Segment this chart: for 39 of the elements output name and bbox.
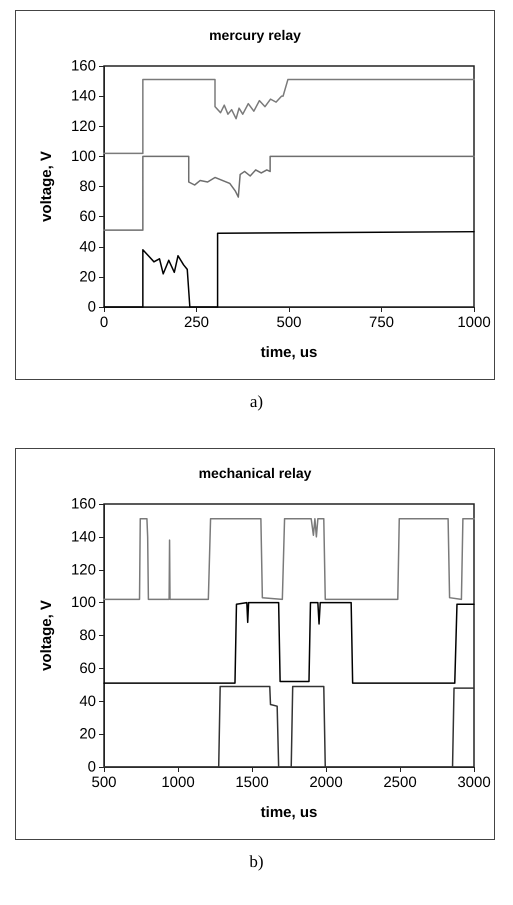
y-tick-label: 100 [70, 148, 96, 165]
x-tick-label: 250 [184, 314, 210, 331]
x-tick-label: 3000 [457, 774, 491, 791]
y-tick-label: 40 [79, 238, 96, 256]
x-tick-label: 500 [91, 774, 117, 791]
y-tick-label: 60 [79, 208, 96, 226]
y-tick-label: 20 [79, 268, 96, 286]
y-tick-label: 0 [88, 298, 96, 316]
y-tick-label: 140 [70, 88, 96, 105]
y-tick-label: 0 [88, 758, 96, 776]
x-tick-label: 750 [368, 314, 394, 331]
y-axis-title: voltage, V [38, 151, 55, 222]
x-tick-label: 1000 [161, 774, 195, 791]
x-tick-label: 0 [100, 314, 108, 331]
x-tick-label: 2000 [309, 774, 343, 791]
x-tick-label: 1500 [235, 774, 269, 791]
y-tick-label: 80 [79, 627, 96, 644]
x-axis-title: time, us [260, 804, 318, 821]
chart-title: mercury relay [209, 27, 302, 43]
y-tick-label: 80 [79, 178, 96, 195]
text: a) [248, 392, 264, 412]
x-tick-label: 2500 [383, 774, 417, 791]
y-tick-label: 120 [70, 561, 96, 578]
y-tick-label: 160 [70, 58, 96, 74]
x-tick-label: 500 [276, 314, 302, 331]
y-tick-label: 120 [70, 118, 96, 135]
text: b) [248, 852, 265, 872]
y-tick-label: 160 [70, 496, 96, 512]
chart-title: mechanical relay [198, 465, 312, 481]
y-tick-label: 60 [79, 660, 96, 677]
y-tick-label: 140 [70, 528, 96, 546]
line-series [103, 518, 475, 600]
line-series [103, 602, 475, 684]
x-axis-title: time, us [260, 344, 318, 361]
x-tick-label: 1000 [457, 314, 491, 331]
y-tick-label: 100 [70, 594, 96, 612]
y-tick-label: 40 [79, 692, 96, 710]
y-axis-title: voltage, V [38, 600, 55, 671]
y-tick-label: 20 [79, 726, 96, 743]
